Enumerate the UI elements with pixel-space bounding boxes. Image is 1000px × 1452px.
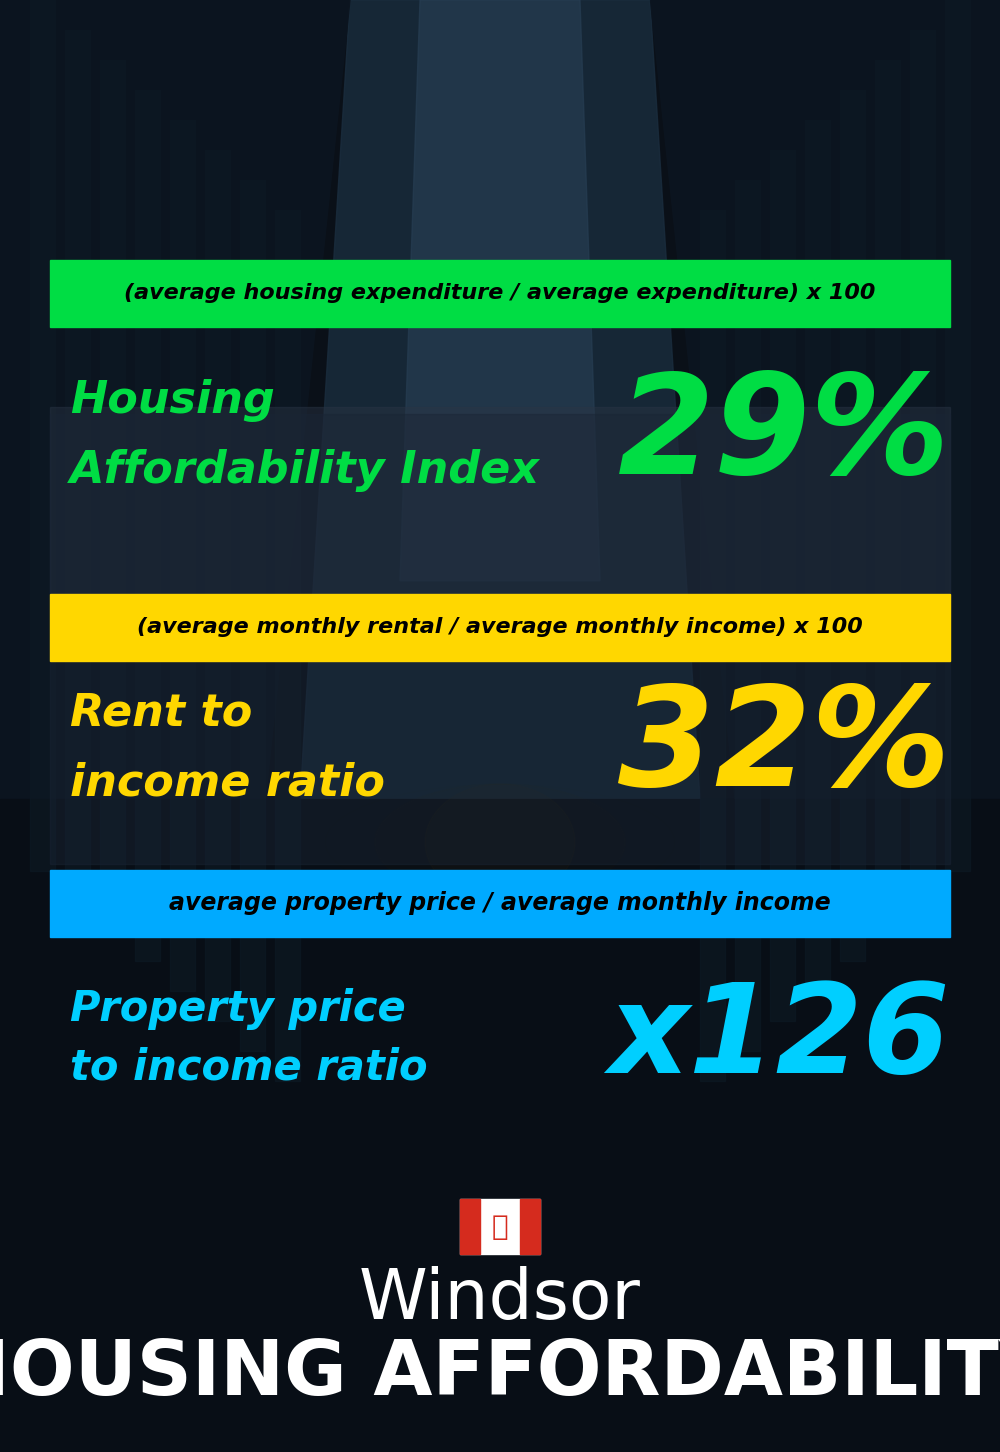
Bar: [135, 90, 160, 961]
Bar: [735, 180, 760, 1051]
Bar: [805, 121, 830, 992]
Bar: [275, 211, 300, 1082]
Bar: [770, 150, 795, 1021]
Text: HOUSING AFFORDABILITY: HOUSING AFFORDABILITY: [0, 1337, 1000, 1410]
Polygon shape: [400, 0, 600, 581]
Bar: [460, 1199, 480, 1255]
Ellipse shape: [375, 784, 625, 900]
Polygon shape: [650, 0, 1000, 944]
Bar: [65, 30, 90, 902]
Text: (average monthly rental / average monthly income) x 100: (average monthly rental / average monthl…: [137, 617, 863, 637]
Text: Rent to
income ratio: Rent to income ratio: [70, 691, 385, 804]
Bar: [520, 1199, 540, 1255]
Bar: [50, 870, 950, 937]
Ellipse shape: [425, 784, 575, 900]
Polygon shape: [300, 0, 700, 799]
Bar: [875, 60, 900, 931]
Bar: [460, 1199, 540, 1255]
Bar: [170, 121, 195, 992]
Text: 29%: 29%: [618, 369, 950, 502]
Text: Housing
Affordability Index: Housing Affordability Index: [70, 379, 540, 492]
Bar: [50, 407, 950, 661]
Bar: [910, 30, 935, 902]
Text: average property price / average monthly income: average property price / average monthly…: [169, 892, 831, 915]
Bar: [100, 60, 125, 931]
Bar: [240, 180, 265, 1051]
Bar: [945, 0, 970, 871]
Bar: [840, 90, 865, 961]
Bar: [50, 414, 950, 864]
Text: 32%: 32%: [618, 681, 950, 815]
Bar: [50, 260, 950, 327]
Text: x126: x126: [608, 977, 950, 1099]
Bar: [30, 0, 55, 871]
Text: (average housing expenditure / average expenditure) x 100: (average housing expenditure / average e…: [124, 283, 876, 303]
Polygon shape: [0, 0, 350, 944]
Bar: [205, 150, 230, 1021]
Text: Windsor: Windsor: [359, 1266, 641, 1333]
Bar: [700, 211, 725, 1082]
Bar: [0, 799, 1000, 1452]
Text: 🍁: 🍁: [492, 1212, 508, 1241]
Text: Property price
to income ratio: Property price to income ratio: [70, 987, 428, 1089]
Bar: [50, 594, 950, 661]
